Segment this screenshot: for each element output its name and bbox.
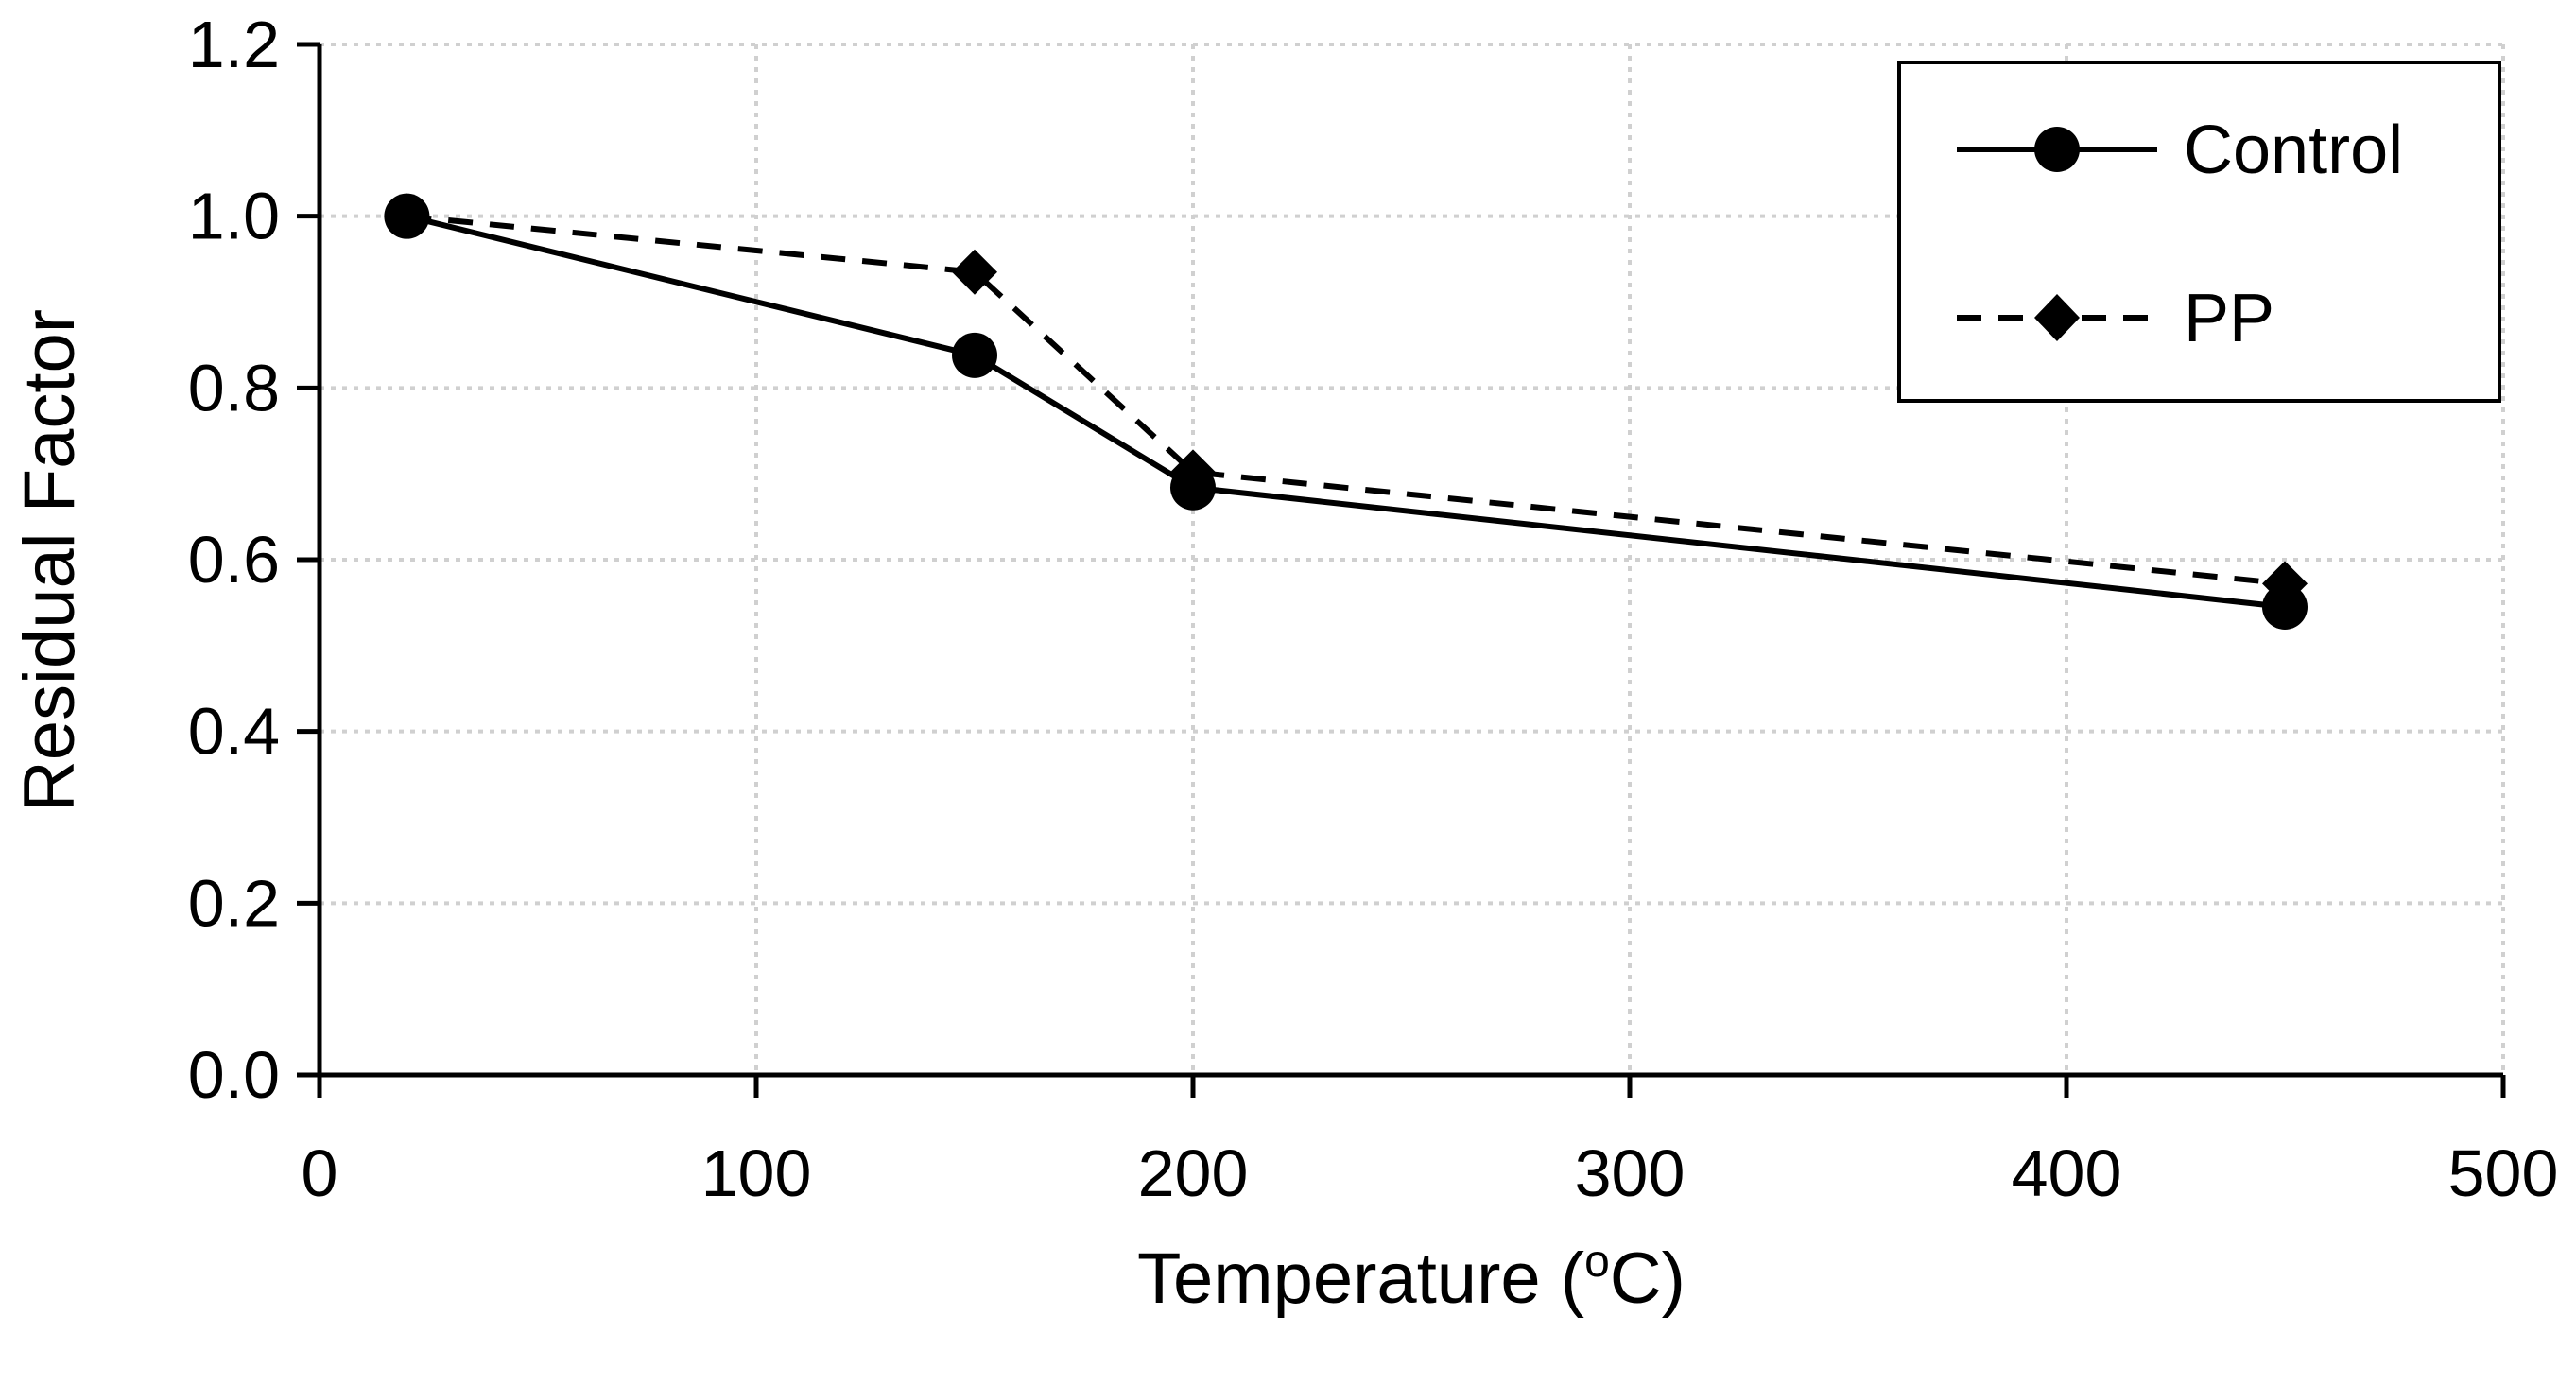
y-tick-label-0: 0.0 [188,1038,280,1112]
point-pp-0 [384,193,430,239]
legend-box [1897,61,2501,403]
tick-label-layer: 0.0 0.2 0.4 0.6 0.8 1.0 1.2 0 100 200 300 400 500 [188,8,2559,1210]
y-tick-label-6: 1.2 [188,8,280,81]
x-axis-title: Temperature (oC) [1137,1237,1686,1319]
x-tick-label-0: 0 [302,1136,338,1210]
series-line-pp [406,213,2286,587]
point-control-1 [952,332,997,378]
x-axis-title-superscript: o [1584,1237,1610,1287]
x-tick-label-5: 500 [2448,1136,2559,1210]
x-tick-label-4: 400 [2012,1136,2122,1210]
y-tick-label-5: 1.0 [188,180,280,253]
point-pp-2 [1170,449,1216,495]
legend: Control PP [1897,61,2501,403]
legend-control-label: Control [2184,113,2403,188]
y-axis-title: Residual Factor [9,309,90,812]
series-layer [384,193,2308,630]
legend-control-marker [2034,127,2080,172]
point-pp-3 [2262,561,2308,607]
series-line-control [406,213,2286,610]
legend-pp-marker [2034,294,2080,341]
x-tick-label-1: 100 [701,1136,812,1210]
y-tick-label-1: 0.2 [188,866,280,940]
x-axis-title-main: Temperature ( [1137,1239,1584,1319]
legend-pp-label: PP [2184,281,2274,356]
y-tick-label-3: 0.6 [188,523,280,597]
grid-layer [320,43,2505,1075]
point-pp-1 [952,249,997,295]
x-tick-label-3: 300 [1575,1136,1686,1210]
x-axis-title-suffix: C) [1610,1239,1686,1319]
y-tick-label-4: 0.8 [188,351,280,424]
point-control-3 [2262,583,2308,630]
x-tick-label-2: 200 [1138,1136,1249,1210]
axis-layer [297,42,2506,1098]
y-tick-label-2: 0.4 [188,695,280,769]
